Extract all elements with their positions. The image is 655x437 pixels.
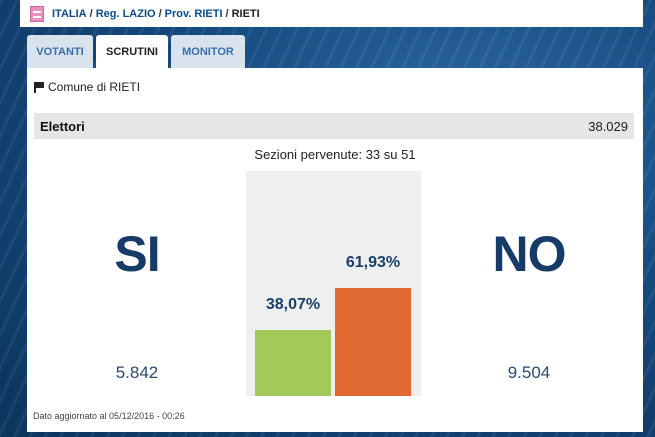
breadcrumb-separator: / <box>89 7 93 20</box>
bar-no <box>335 288 411 396</box>
si-votes: 5.842 <box>115 363 159 382</box>
elettori-value: 38.029 <box>588 118 628 134</box>
tab-scrutini[interactable]: SCRUTINI <box>96 35 168 68</box>
comune-heading: Comune di RIETI <box>34 80 140 94</box>
bar-si <box>255 329 331 396</box>
sezioni-pervenute: Sezioni pervenute: 33 su 51 <box>254 147 416 162</box>
last-updated: Dato aggiornato al 05/12/2016 - 00:26 <box>33 411 185 421</box>
comune-name: Comune di RIETI <box>48 80 141 94</box>
breadcrumb-current: RIETI <box>231 7 260 20</box>
ballot-logo-icon <box>30 5 44 22</box>
percent-no: 61,93% <box>345 254 401 272</box>
elettori-row: Elettori 38.029 <box>34 113 634 139</box>
no-votes: 9.504 <box>507 363 551 382</box>
results-bar-chart: 38,07% 61,93% <box>246 171 421 396</box>
breadcrumb-separator: / <box>158 7 162 20</box>
breadcrumb-bar: ITALIA / Reg. LAZIO / Prov. RIETI / RIETI <box>20 0 643 27</box>
breadcrumb-item-italia[interactable]: ITALIA <box>52 7 87 20</box>
tab-votanti[interactable]: VOTANTI <box>27 35 93 68</box>
percent-si: 38,07% <box>265 295 321 313</box>
flag-icon <box>34 81 44 93</box>
si-label: SI <box>114 226 160 282</box>
tab-monitor[interactable]: MONITOR <box>171 35 245 68</box>
tab-bar: VOTANTI SCRUTINI MONITOR <box>27 35 248 68</box>
breadcrumb: ITALIA / Reg. LAZIO / Prov. RIETI / RIETI <box>52 8 260 20</box>
breadcrumb-item-rieti-prov[interactable]: Prov. RIETI <box>164 7 223 20</box>
breadcrumb-separator: / <box>225 7 229 20</box>
results-panel: Comune di RIETI Elettori 38.029 Sezioni … <box>27 68 643 432</box>
elettori-label: Elettori <box>40 118 85 134</box>
breadcrumb-item-lazio[interactable]: Reg. LAZIO <box>95 7 156 20</box>
no-label: NO <box>492 226 567 282</box>
